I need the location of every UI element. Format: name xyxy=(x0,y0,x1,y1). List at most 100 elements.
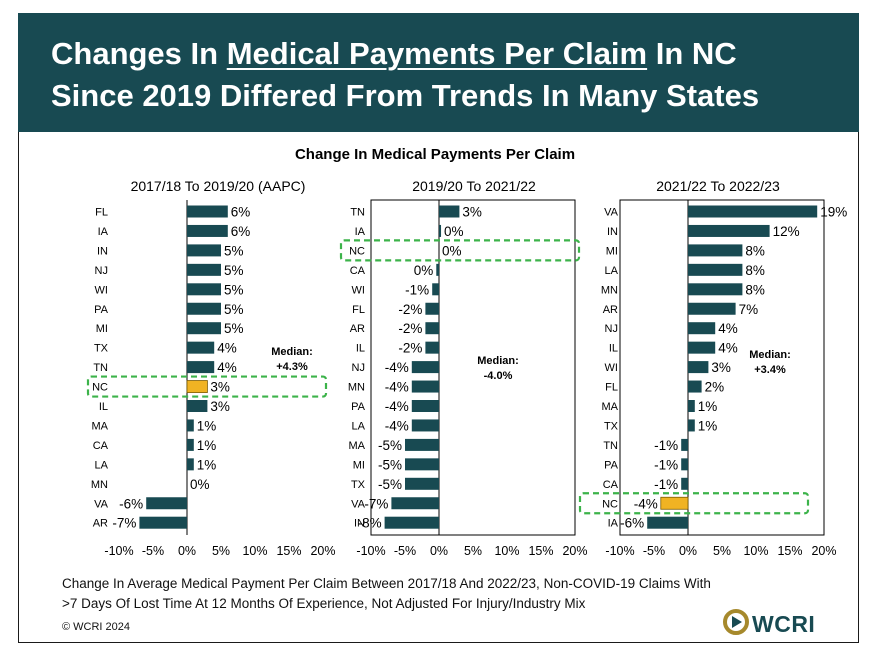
panel-title: 2021/22 To 2022/23 xyxy=(656,178,780,194)
title-text-pre: Changes In xyxy=(51,36,227,71)
bar-ia xyxy=(647,516,688,529)
category-label: NC xyxy=(602,498,618,510)
category-label: IL xyxy=(609,343,618,355)
bar-tn xyxy=(187,361,215,374)
category-label: IA xyxy=(355,226,366,238)
category-label: LA xyxy=(605,265,619,277)
category-label: MN xyxy=(348,382,365,394)
plot-frame xyxy=(619,199,825,536)
category-label: MI xyxy=(606,245,618,257)
bar-pa xyxy=(411,400,439,412)
copyright-text: © WCRI 2024 xyxy=(62,621,131,633)
category-label: PA xyxy=(351,401,366,413)
data-label: 8% xyxy=(745,282,765,297)
panel-title: 2019/20 To 2021/22 xyxy=(412,178,536,194)
bar-la xyxy=(187,458,194,471)
median-value: -4.0% xyxy=(484,370,513,382)
category-label: TX xyxy=(604,420,619,432)
data-label: -4% xyxy=(385,418,409,433)
category-label: AR xyxy=(350,323,365,335)
bar-ma xyxy=(688,400,695,412)
data-label: 1% xyxy=(698,399,718,414)
category-label: IN xyxy=(354,518,365,530)
data-label: 4% xyxy=(217,360,237,375)
bar-ca xyxy=(436,263,439,276)
bar-fl xyxy=(425,302,439,315)
category-label: MA xyxy=(602,401,619,413)
bar-fl xyxy=(688,380,702,393)
bar-ia xyxy=(187,224,228,237)
category-label: TN xyxy=(93,362,108,374)
bar-ca xyxy=(681,477,688,490)
data-label: -1% xyxy=(405,282,429,297)
data-label: -4% xyxy=(385,360,409,375)
x-tick-label: 15% xyxy=(276,544,301,558)
x-tick-label: 10% xyxy=(242,544,267,558)
bar-pa xyxy=(681,458,688,471)
data-label: -2% xyxy=(398,321,422,336)
chart-caption: Change In Average Medical Payment Per Cl… xyxy=(62,574,842,614)
median-value: +3.4% xyxy=(754,364,786,376)
data-label: 0% xyxy=(414,263,434,278)
category-label: TN xyxy=(350,207,365,219)
category-label: TX xyxy=(351,479,366,491)
data-label: 0% xyxy=(190,477,210,492)
data-label: -6% xyxy=(119,496,143,511)
median-label: Median: xyxy=(749,349,791,361)
x-tick-label: -10% xyxy=(356,544,385,558)
bar-ar xyxy=(688,302,736,315)
bar-wi xyxy=(432,283,439,296)
bar-mn xyxy=(688,283,743,296)
category-label: AR xyxy=(93,518,108,530)
median-value: +4.3% xyxy=(276,361,308,373)
x-tick-label: 20% xyxy=(310,544,335,558)
chart-panel-2: 2019/20 To 2021/22 -10% -5% 0% 5% 10% 15% 20% TN… xyxy=(339,178,588,558)
category-label: NJ xyxy=(352,362,365,374)
bar-tx xyxy=(405,477,439,490)
category-label: PA xyxy=(604,459,619,471)
bar-in xyxy=(688,224,770,237)
caption-line-1: Change In Average Medical Payment Per Cl… xyxy=(62,576,711,591)
bar-la xyxy=(411,419,439,432)
x-tick-label: 5% xyxy=(713,544,731,558)
data-label: 6% xyxy=(231,205,251,220)
bar-il xyxy=(187,400,208,412)
bar-tx xyxy=(187,341,215,354)
data-label: -1% xyxy=(654,457,678,472)
data-label: -2% xyxy=(398,341,422,356)
title-line-2: Since 2019 Differed From Trends In Many … xyxy=(51,78,760,113)
data-label: 3% xyxy=(711,360,731,375)
category-label: IL xyxy=(356,343,365,355)
category-label: WI xyxy=(352,284,365,296)
data-label: -4% xyxy=(385,399,409,414)
category-label: MI xyxy=(96,323,108,335)
data-label: 19% xyxy=(820,205,847,220)
logo-text: WCRI xyxy=(752,611,816,637)
highlight-box-nc xyxy=(578,492,810,515)
x-tick-label: 10% xyxy=(494,544,519,558)
category-label: FL xyxy=(95,207,108,219)
bar-ma xyxy=(405,438,439,451)
slide-header: Changes In Medical Payments Per Claim In… xyxy=(18,13,859,132)
caption-line-2: >7 Days Of Lost Time At 12 Months Of Exp… xyxy=(62,596,586,611)
category-label: IN xyxy=(97,245,108,257)
data-label: 5% xyxy=(224,243,244,258)
chart-main-title: Change In Medical Payments Per Claim xyxy=(294,146,576,163)
category-label: MN xyxy=(91,479,108,491)
x-tick-label: 20% xyxy=(811,544,836,558)
data-label: 2% xyxy=(705,380,725,395)
data-label: 4% xyxy=(217,341,237,356)
category-label: PA xyxy=(94,304,109,316)
data-label: -5% xyxy=(378,457,402,472)
data-label: 3% xyxy=(210,380,230,395)
bar-mi xyxy=(688,244,743,257)
bar-ar xyxy=(425,322,439,335)
plot-frame xyxy=(370,199,576,536)
category-label: IN xyxy=(607,226,618,238)
category-label: IA xyxy=(98,226,109,238)
data-label: 4% xyxy=(718,321,738,336)
title-text-post: In NC xyxy=(647,36,737,71)
category-label: LA xyxy=(352,420,366,432)
bar-nj xyxy=(187,263,221,276)
bar-mn xyxy=(411,380,439,393)
